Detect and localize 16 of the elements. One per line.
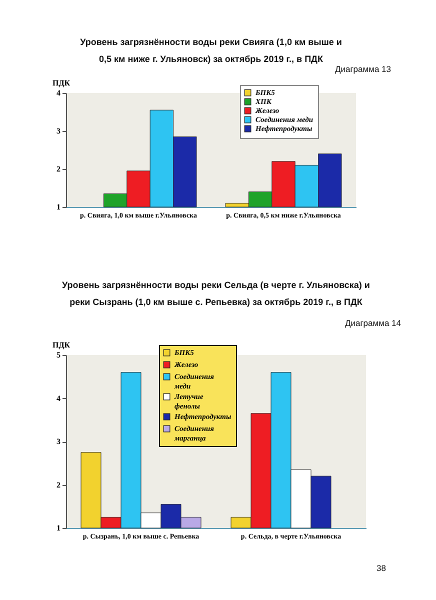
y-axis-title: ПДК (52, 340, 70, 350)
y-tick-label: 5 (56, 350, 60, 360)
y-tick-label: 4 (56, 394, 60, 403)
chart-title: Уровень загрязнённости воды реки Сельда (в черте г. Ульяновска) и реки Сызрань (1,0 км выше с. Репьевка) за октябрь 2019 г., в ПДК (62, 280, 370, 307)
y-tick-label: 2 (56, 164, 60, 174)
y-tick-label: 2 (56, 480, 60, 490)
text: 38 (376, 563, 386, 573)
y-tick-label: 3 (56, 126, 60, 136)
y-tick-label: 1 (56, 202, 60, 212)
text: Диаграмма 13 (334, 64, 392, 74)
y-tick-label: 1 (56, 524, 60, 532)
chart-title: Уровень загрязнённости воды реки Свияга (1,0 км выше и 0,5 км ниже г. Ульяновск) за октябрь 2019 г., в ПДК (80, 37, 342, 64)
text: Диаграмма 14 (344, 318, 402, 328)
y-tick-label: 3 (56, 437, 60, 446)
y-tick-label: 4 (56, 88, 60, 98)
y-axis-title: ПДК (52, 78, 70, 88)
